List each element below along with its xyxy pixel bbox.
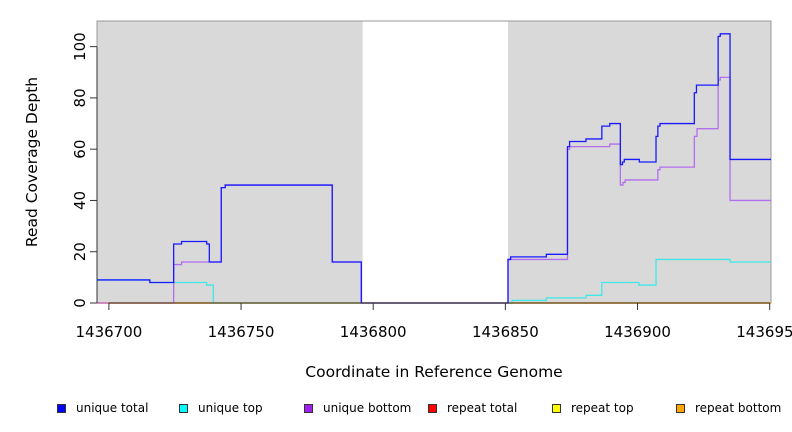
legend-swatch [304, 403, 313, 413]
x-tick-label: 1436700 [75, 323, 142, 341]
y-tick-label: 80 [71, 88, 89, 107]
legend-swatch [552, 403, 561, 413]
legend-label: repeat top [571, 401, 634, 415]
x-tick-label: 1436750 [208, 323, 275, 341]
shaded-region [97, 21, 363, 303]
y-tick-label: 100 [71, 32, 89, 61]
series-unique-top [97, 258, 771, 304]
x-axis-label: Coordinate in Reference Genome [305, 363, 562, 381]
series-unique-total [97, 33, 771, 304]
y-tick-label: 20 [71, 242, 89, 261]
legend-item: unique bottom [304, 401, 411, 415]
legend: unique total unique top unique bottom repea… [0, 401, 792, 417]
x-tick-label: 1436800 [340, 323, 407, 341]
legend-item: unique total [57, 401, 148, 415]
y-tick-label: 40 [71, 191, 89, 210]
legend-label: unique top [198, 401, 263, 415]
legend-item: repeat top [552, 401, 634, 415]
legend-label: repeat bottom [695, 401, 782, 415]
legend-item: unique top [179, 401, 263, 415]
x-tick-label: 1436950 [736, 323, 792, 341]
legend-item: repeat bottom [676, 401, 781, 415]
y-tick-label: 60 [71, 140, 89, 159]
x-tick-label: 1436900 [604, 323, 671, 341]
legend-swatch [179, 403, 188, 413]
y-tick-label: 0 [71, 298, 89, 308]
legend-label: unique bottom [323, 401, 412, 415]
y-axis-label: Read Coverage Depth [23, 77, 41, 247]
legend-item: repeat total [428, 401, 517, 415]
legend-label: repeat total [447, 401, 518, 415]
legend-swatch [676, 403, 685, 413]
coverage-chart: 0 20 40 60 80 100 1436700 1436750 1436800 1436850… [23, 20, 792, 381]
legend-swatch [428, 403, 437, 413]
legend-label: unique total [76, 401, 149, 415]
x-tick-label: 1436850 [472, 323, 539, 341]
legend-swatch [57, 403, 66, 413]
